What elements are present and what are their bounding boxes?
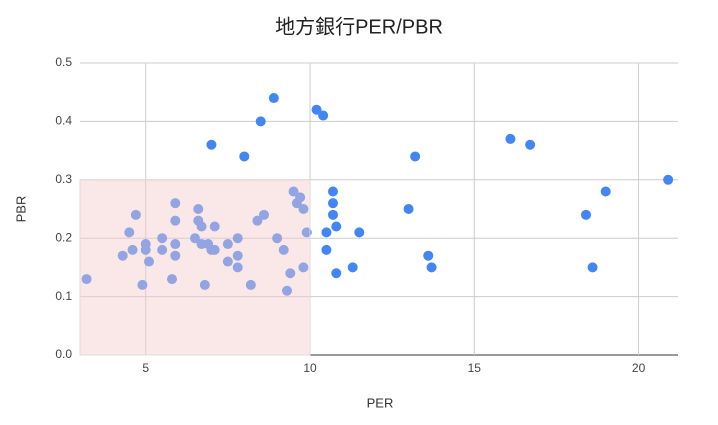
highlight-region <box>79 179 311 356</box>
point <box>426 262 437 273</box>
point <box>167 274 177 285</box>
y-tick-label: 0.5 <box>55 55 72 69</box>
point <box>600 186 611 197</box>
point <box>157 244 168 255</box>
point <box>505 133 516 144</box>
point <box>298 204 309 214</box>
point <box>252 215 263 226</box>
point <box>403 204 414 214</box>
x-tick-label: 10 <box>303 361 317 375</box>
point <box>127 244 138 255</box>
point <box>255 116 266 127</box>
point <box>423 250 434 261</box>
point <box>298 262 309 273</box>
point <box>295 192 306 203</box>
point <box>282 285 292 296</box>
point <box>117 250 128 261</box>
point <box>232 250 243 261</box>
x-tick-label: 5 <box>142 361 149 375</box>
point <box>130 209 141 220</box>
x-axis-title: PER <box>367 395 394 410</box>
point <box>328 186 338 197</box>
point <box>278 244 289 255</box>
point <box>157 233 168 244</box>
point <box>321 227 332 238</box>
point <box>525 139 536 150</box>
point <box>328 198 338 209</box>
point <box>301 227 312 238</box>
point <box>193 204 204 214</box>
point <box>170 250 181 261</box>
x-tick-label: 15 <box>468 361 482 375</box>
point <box>170 198 181 209</box>
y-tick-label: 0.1 <box>55 289 72 303</box>
point <box>196 221 207 232</box>
y-tick-label: 0.4 <box>55 114 72 128</box>
point <box>81 274 92 285</box>
point <box>328 209 338 220</box>
point <box>285 268 296 279</box>
point <box>347 262 358 273</box>
point <box>232 262 243 273</box>
point <box>268 93 279 104</box>
point <box>209 244 220 255</box>
y-axis-title: PBR <box>13 196 28 223</box>
x-tick-label: 20 <box>632 361 646 375</box>
y-tick-label: 0.3 <box>55 172 72 186</box>
point <box>321 244 332 255</box>
point <box>124 227 135 238</box>
y-tick-label: 0.2 <box>55 230 72 244</box>
point <box>144 256 154 267</box>
point <box>245 279 256 290</box>
point <box>663 174 674 185</box>
point <box>190 233 200 244</box>
point <box>354 227 365 238</box>
point <box>199 279 210 290</box>
point <box>170 239 181 250</box>
point <box>140 244 151 255</box>
point <box>222 256 233 267</box>
point <box>259 209 269 220</box>
point <box>410 151 421 162</box>
point <box>272 233 283 244</box>
point <box>222 239 233 250</box>
y-tick-label: 0.0 <box>55 347 72 361</box>
point <box>239 151 250 162</box>
point <box>232 233 243 244</box>
point <box>331 221 342 232</box>
point <box>206 139 217 150</box>
point <box>318 110 329 121</box>
point <box>288 186 299 197</box>
point <box>331 268 342 279</box>
point <box>581 209 591 220</box>
point <box>209 221 220 232</box>
point <box>311 104 322 115</box>
chart-title: 地方銀行PER/PBR <box>275 15 443 38</box>
point <box>170 215 181 226</box>
point <box>587 262 598 273</box>
point <box>137 279 148 290</box>
